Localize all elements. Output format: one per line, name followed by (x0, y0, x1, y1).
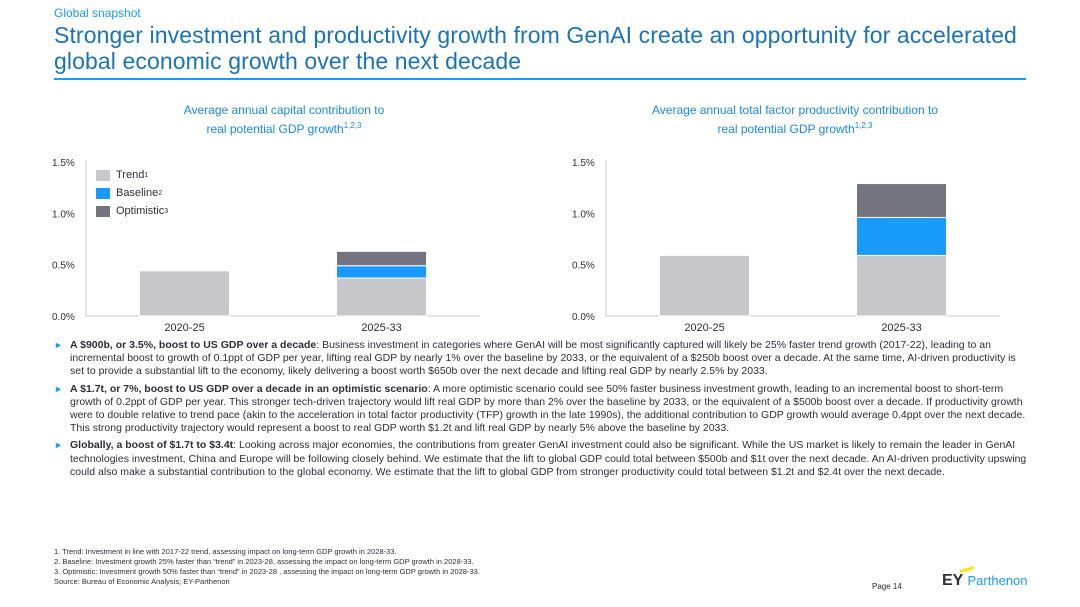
page-title: Stronger investment and productivity gro… (54, 22, 1017, 74)
legend-baseline: Baseline 2 (96, 184, 168, 202)
footnote-3: 3. Optimistic: Investment growth 50% fas… (54, 567, 480, 576)
y-tick-label: 1.0% (52, 209, 75, 220)
bullet-arrow-icon: ► (54, 440, 63, 451)
legend-trend: Trend 1 (96, 166, 168, 184)
chart-1-title-line1: Average annual capital contribution to (183, 103, 385, 117)
logo-yellow-bar-icon (960, 566, 974, 573)
source-note: Source: Bureau of Economic Analysis; EY-… (54, 577, 230, 586)
page-number: Page 14 (872, 582, 902, 591)
y-tick-label: 0.5% (572, 261, 595, 272)
bullet-us-optimistic: ► A $1.7t, or 7%, boost to US GDP over a… (54, 382, 1026, 435)
title-divider (54, 78, 1026, 80)
chart-legend: Trend 1 Baseline 2 Optimistic 3 (96, 166, 168, 220)
capital-contribution-chart: 0.0% 0.5% 1.0% 1.5% 2020-25 2025-33 (52, 158, 480, 334)
y-tick-label: 1.5% (572, 158, 595, 169)
chart-1-title: Average annual capital contribution to r… (94, 102, 474, 137)
ey-parthenon-logo: EY Parthenon (942, 566, 1028, 590)
chart-2-title-line1: Average annual total factor productivity… (652, 103, 938, 117)
bar-optimistic-2025-33 (856, 183, 947, 218)
bar-trend-2020-25 (139, 270, 230, 317)
legend-optimistic: Optimistic 3 (96, 202, 168, 220)
bullet-arrow-icon: ► (54, 340, 63, 350)
x-tick-label: 2025-33 (881, 322, 921, 334)
chart-2-title-line2: real potential GDP growth1,2,3 (717, 121, 873, 136)
bar-baseline-2025-33 (336, 265, 427, 279)
footnotes: 1. Trend: Investment in line with 2017-2… (54, 547, 480, 587)
footnote-2: 2. Baseline: Investment growth 25% faste… (54, 557, 474, 566)
tfp-contribution-chart: 0.0% 0.5% 1.0% 1.5% 2020-25 2025-33 (572, 158, 1000, 334)
chart-1-title-line2: real potential GDP growth1,2,3 (206, 121, 362, 136)
legend-trend-swatch (96, 169, 110, 181)
bullet-global: ► Globally, a boost of $1.7t to $3.4t: L… (54, 439, 1027, 478)
y-tick-label: 1.0% (572, 209, 595, 220)
bar-optimistic-2025-33 (336, 250, 427, 267)
x-tick-label: 2025-33 (361, 322, 401, 334)
x-tick-label: 2020-25 (684, 322, 724, 334)
legend-baseline-swatch (96, 187, 110, 199)
bar-baseline-2025-33 (856, 216, 947, 256)
bar-trend-2025-33 (336, 277, 427, 317)
y-tick-label: 1.5% (52, 158, 75, 169)
chart-2-title: Average annual total factor productivity… (590, 102, 1000, 137)
bullet-us-baseline: ► A $900b, or 3.5%, boost to US GDP over… (54, 339, 1016, 378)
section-kicker: Global snapshot (54, 6, 141, 20)
legend-optimistic-swatch (96, 205, 110, 217)
y-tick-label: 0.0% (572, 312, 595, 323)
x-tick-label: 2020-25 (164, 322, 204, 334)
bar-trend-2020-25 (659, 254, 750, 317)
bullet-arrow-icon: ► (54, 383, 63, 394)
y-tick-label: 0.5% (52, 261, 75, 272)
bar-trend-2025-33 (856, 254, 947, 317)
y-tick-label: 0.0% (52, 312, 75, 323)
bullet-list: ► A $900b, or 3.5%, boost to US GDP over… (54, 339, 1030, 483)
footnote-1: 1. Trend: Investment in line with 2017-2… (54, 547, 397, 556)
